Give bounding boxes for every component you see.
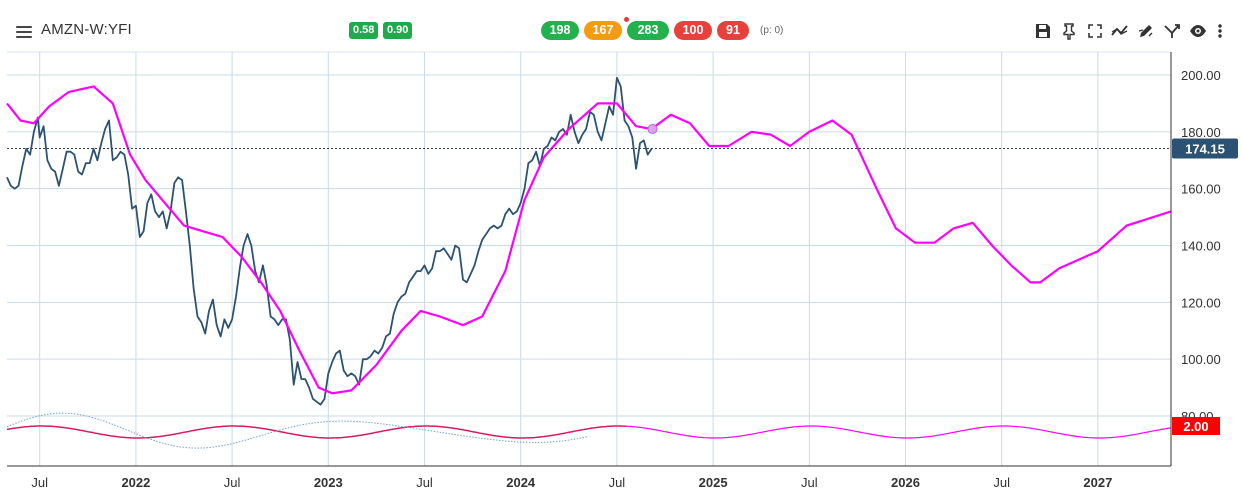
x-tick-label: Jul	[801, 475, 818, 490]
save-icon[interactable]	[1034, 22, 1052, 40]
grid	[7, 51, 1171, 466]
score-pill-4[interactable]: 100	[674, 21, 712, 40]
oscillator-value-tag	[1172, 417, 1220, 435]
pin-icon[interactable]	[1060, 22, 1078, 40]
trend-icon[interactable]	[1111, 22, 1129, 40]
notification-dot	[624, 17, 629, 22]
x-tick-label: 2027	[1083, 475, 1112, 490]
draw-icon[interactable]	[1137, 22, 1155, 40]
score-pill-5[interactable]: 91	[717, 21, 749, 40]
x-tick-label: 2023	[314, 475, 343, 490]
oscillator-projection	[626, 425, 1172, 439]
x-tick-label: 2024	[506, 475, 536, 490]
axes: 200.00180.00160.00140.00120.00100.0080.0…	[7, 52, 1238, 490]
metric-badge-1: 0.58	[349, 22, 379, 39]
symbol-title[interactable]: AMZN-W:YFI	[41, 21, 132, 38]
price-line	[6, 76, 653, 406]
menu-icon[interactable]	[16, 26, 32, 40]
y-tick-label: 180.00	[1181, 125, 1221, 140]
x-tick-label: Jul	[31, 475, 48, 490]
x-tick-label: 2026	[891, 475, 920, 490]
y-tick-label: 140.00	[1181, 239, 1221, 254]
score-pill-2[interactable]: 167	[584, 21, 622, 40]
cycle-marker	[647, 123, 658, 134]
series-layer	[6, 76, 1172, 406]
current-price-label: 174.15	[1185, 141, 1225, 156]
y-tick-label: 120.00	[1181, 295, 1221, 310]
oscillator-dotted	[6, 412, 589, 449]
x-tick-label: Jul	[224, 475, 241, 490]
fork-icon[interactable]	[1163, 22, 1181, 40]
y-tick-label: 160.00	[1181, 182, 1221, 197]
x-tick-label: Jul	[609, 475, 626, 490]
score-pill-1[interactable]: 198	[541, 21, 579, 40]
x-tick-label: 2022	[121, 475, 150, 490]
oscillator-panel	[6, 412, 1172, 449]
fullscreen-icon[interactable]	[1086, 22, 1104, 40]
x-tick-label: 2025	[699, 475, 728, 490]
header-toolbar: AMZN-W:YFI 0.58 0.90 198 167 283 100 91 …	[0, 8, 1242, 52]
y-tick-label: 200.00	[1181, 68, 1221, 83]
more-options-icon[interactable]	[1214, 22, 1226, 40]
cycle-line	[6, 85, 1172, 395]
oscillator-line	[6, 425, 627, 439]
p-count: (p: 0)	[760, 25, 784, 36]
current-price-tag	[1172, 138, 1238, 159]
eye-icon[interactable]	[1189, 22, 1207, 40]
metric-badge-2: 0.90	[383, 22, 413, 39]
oscillator-value-label: 2.00	[1183, 419, 1208, 434]
x-tick-label: Jul	[993, 475, 1010, 490]
x-tick-label: Jul	[416, 475, 433, 490]
score-pill-3[interactable]: 283	[627, 21, 669, 40]
y-tick-label: 100.00	[1181, 352, 1221, 367]
